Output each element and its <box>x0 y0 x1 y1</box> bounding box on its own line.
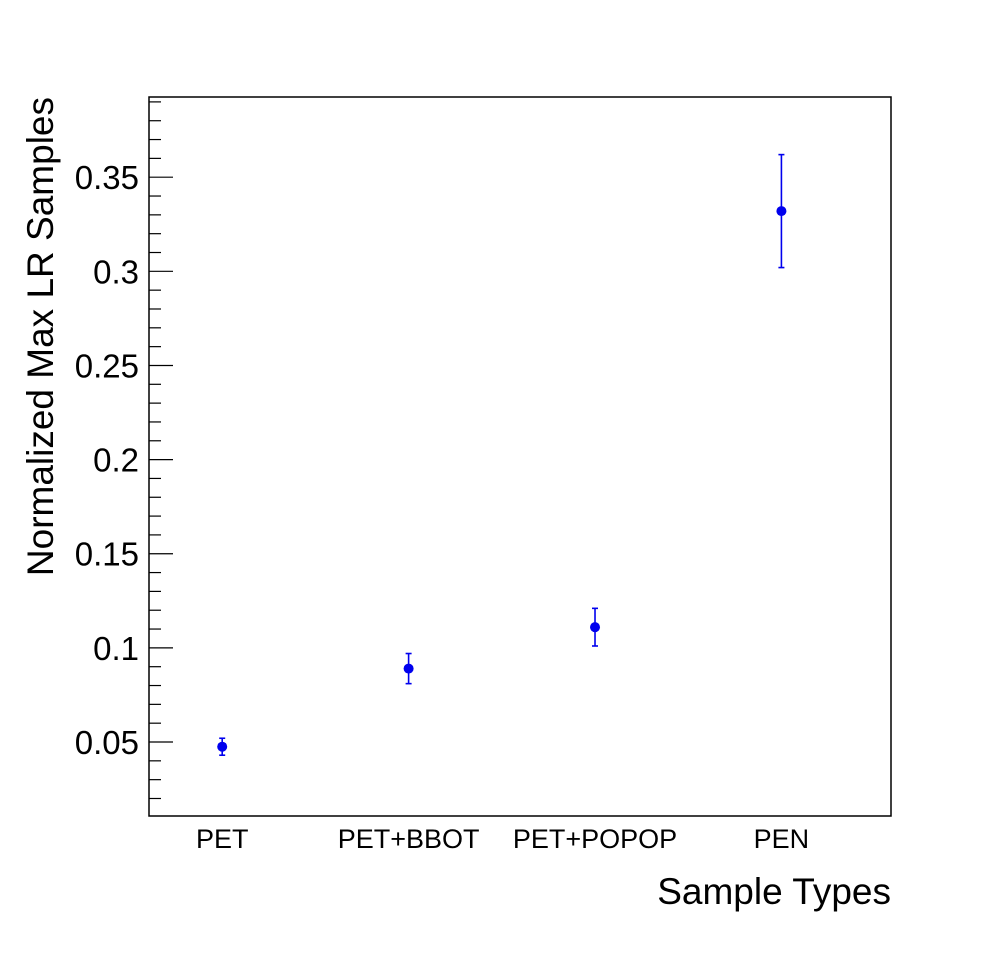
y-tick-label: 0.15 <box>75 536 139 573</box>
x-axis-title: Sample Types <box>657 871 891 912</box>
y-tick-label: 0.05 <box>75 724 139 761</box>
data-point <box>590 622 601 633</box>
y-axis-tick-labels: 0.05 0.1 0.15 0.2 0.25 0.3 0.35 <box>75 159 139 761</box>
x-axis-category-labels: PET PET+BBOT PET+POPOP PEN <box>196 824 809 854</box>
x-category-label: PET+BBOT <box>338 824 480 854</box>
y-axis-title: Normalized Max LR Samples <box>20 97 61 576</box>
x-category-label: PET+POPOP <box>513 824 677 854</box>
y-tick-label: 0.25 <box>75 347 139 384</box>
y-tick-label: 0.2 <box>93 442 139 479</box>
plot-frame <box>148 96 892 817</box>
data-point <box>403 663 414 674</box>
data-points <box>217 153 787 756</box>
y-tick-label: 0.1 <box>93 630 139 667</box>
y-tick-label: 0.3 <box>93 253 139 290</box>
y-tick-label: 0.35 <box>75 159 139 196</box>
data-point <box>217 741 228 752</box>
y-axis-ticks <box>149 101 173 800</box>
x-category-label: PET <box>196 824 249 854</box>
data-point <box>776 206 787 217</box>
x-category-label: PEN <box>754 824 810 854</box>
